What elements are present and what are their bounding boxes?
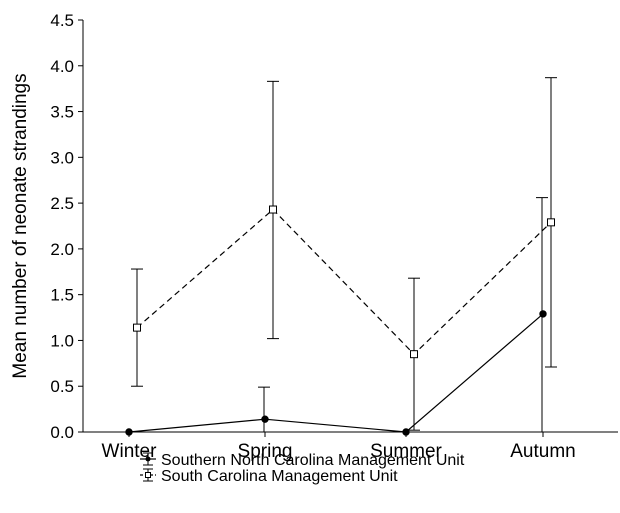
legend-item-southern-nc: Southern North Carolina Management Unit bbox=[140, 452, 465, 469]
data-point bbox=[125, 428, 133, 436]
series-line bbox=[136, 208, 552, 356]
y-tick-label: 1.5 bbox=[50, 286, 74, 305]
legend-marker bbox=[145, 472, 151, 478]
y-axis: 0.0 0.5 1.0 1.5 2.0 2.5 3.0 3.5 4.0 4.5 bbox=[50, 11, 83, 442]
data-point bbox=[133, 323, 141, 332]
legend: Southern North Carolina Management Unit … bbox=[140, 452, 465, 485]
y-tick-label: 4.5 bbox=[50, 11, 74, 30]
data-point bbox=[539, 310, 547, 318]
data-point bbox=[547, 218, 555, 227]
data-point bbox=[402, 428, 410, 436]
y-tick-label: 3.5 bbox=[50, 103, 74, 122]
plot-area bbox=[82, 20, 618, 433]
y-tick-label: 0.0 bbox=[50, 423, 74, 442]
data-point bbox=[410, 350, 418, 359]
series-1 bbox=[131, 77, 557, 431]
data-point bbox=[269, 205, 277, 214]
x-tick-label: Winter bbox=[102, 441, 158, 462]
legend-symbol-dashed-square bbox=[140, 468, 156, 482]
y-tick-label: 0.5 bbox=[50, 377, 74, 396]
x-tick-label: Spring bbox=[238, 441, 293, 462]
x-tick-label: Autumn bbox=[510, 441, 575, 462]
y-axis-title: Mean number of neonate strandings bbox=[10, 73, 31, 378]
y-tick-label: 2.0 bbox=[50, 240, 74, 259]
series-line bbox=[128, 313, 544, 433]
legend-marker bbox=[145, 456, 151, 462]
data-point bbox=[261, 415, 269, 423]
series-layer bbox=[125, 77, 557, 436]
y-tick-label: 2.5 bbox=[50, 194, 74, 213]
y-tick-label: 3.0 bbox=[50, 148, 74, 167]
legend-label: South Carolina Management Unit bbox=[161, 468, 398, 485]
series-0 bbox=[125, 197, 548, 436]
x-tick-label: Summer bbox=[370, 441, 442, 462]
legend-label: Southern North Carolina Management Unit bbox=[161, 452, 465, 469]
legend-item-south-carolina: South Carolina Management Unit bbox=[140, 468, 398, 485]
y-tick-label: 1.0 bbox=[50, 331, 74, 350]
y-tick-label: 4.0 bbox=[50, 57, 74, 76]
legend-symbol-solid-circle bbox=[140, 452, 156, 466]
